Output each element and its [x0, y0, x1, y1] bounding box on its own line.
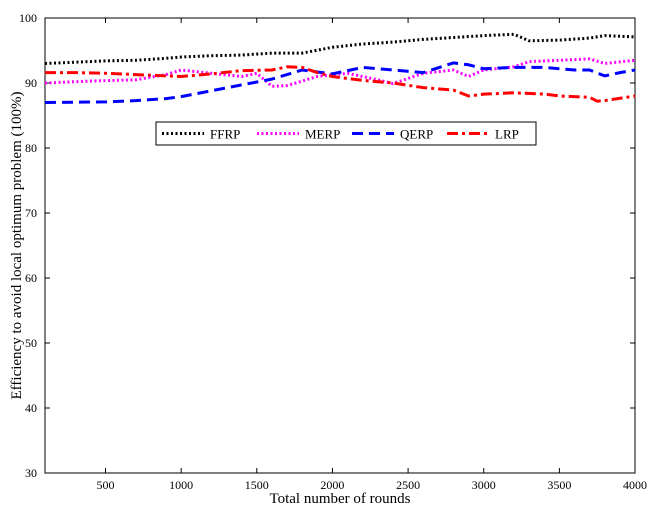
series-line-lrp — [45, 65, 636, 103]
y-tick-label: 70 — [25, 206, 37, 220]
x-tick-label: 2000 — [320, 478, 344, 492]
legend-label-qerp: QERP — [400, 127, 433, 142]
x-tick-label: 3000 — [472, 478, 496, 492]
y-tick-label: 90 — [25, 76, 37, 90]
x-tick-label: 2500 — [396, 478, 420, 492]
legend-label-lrp: LRP — [495, 127, 519, 142]
y-tick-label: 50 — [25, 336, 37, 350]
y-tick-label: 40 — [25, 401, 37, 415]
y-tick-label: 60 — [25, 271, 37, 285]
y-tick-label: 80 — [25, 141, 37, 155]
legend-box — [155, 121, 537, 146]
x-tick-label: 1000 — [169, 478, 193, 492]
series-lines — [44, 32, 636, 104]
x-tick-label: 4000 — [623, 478, 647, 492]
y-tick-label: 30 — [25, 466, 37, 480]
plot-frame — [44, 17, 636, 474]
series-line-merp — [44, 57, 636, 88]
legend-label-merp: MERP — [305, 127, 340, 142]
x-tick-label: 3500 — [547, 478, 571, 492]
legend-label-ffrp: FFRP — [210, 127, 240, 142]
series-line-ffrp — [44, 32, 636, 65]
y-axis-title: Efficiency to avoid local optimum proble… — [9, 92, 25, 400]
x-tick-label: 500 — [97, 478, 115, 492]
x-tick-label: 1500 — [245, 478, 269, 492]
series-line-qerp — [44, 61, 636, 104]
y-tick-label: 100 — [19, 11, 37, 25]
x-axis-title: Total number of rounds — [269, 491, 410, 507]
axes: 500 1000 1500 2000 2500 3000 3500 4000 30 40 50 60 7… — [19, 11, 647, 492]
legend: FFRP MERP QERP LRP — [155, 121, 537, 146]
